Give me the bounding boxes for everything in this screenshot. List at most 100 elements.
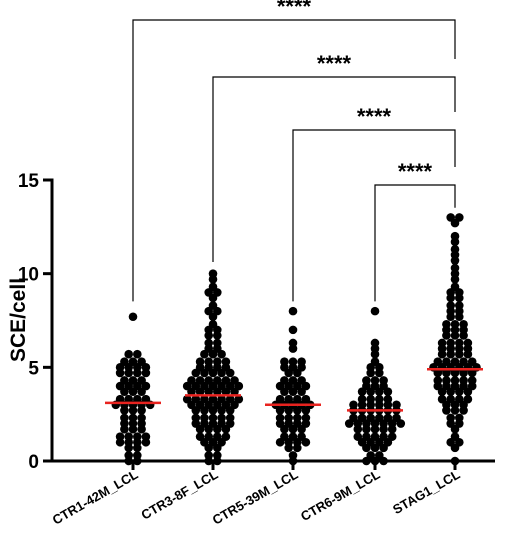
data-point <box>437 387 447 396</box>
data-point <box>208 312 218 322</box>
data-point <box>379 443 388 453</box>
data-point <box>204 432 213 441</box>
x-tick-label: STAG1_LCL <box>390 467 462 517</box>
data-point <box>141 368 151 378</box>
data-point <box>230 376 239 385</box>
data-point <box>455 387 464 396</box>
data-point <box>446 394 456 404</box>
data-point <box>450 424 460 434</box>
data-point <box>455 293 464 303</box>
data-point <box>275 413 285 423</box>
data-point <box>442 357 451 367</box>
data-point <box>182 394 192 404</box>
data-point <box>362 376 371 385</box>
data-point <box>450 331 460 340</box>
data-point <box>225 413 235 423</box>
data-point <box>234 394 244 404</box>
data-point <box>467 376 477 385</box>
data-point <box>204 443 213 453</box>
data-point <box>221 432 231 441</box>
data-point <box>204 424 213 434</box>
data-point <box>137 357 146 367</box>
data-point <box>213 331 222 340</box>
data-point <box>204 387 213 396</box>
data-point <box>120 424 129 434</box>
data-point <box>208 319 218 329</box>
data-point <box>221 357 231 367</box>
data-point <box>141 432 151 441</box>
data-point <box>133 349 142 359</box>
data-point <box>383 413 393 423</box>
data-point <box>442 376 451 385</box>
data-point <box>288 306 298 316</box>
data-point <box>213 451 222 460</box>
data-point <box>450 319 460 329</box>
data-point <box>288 357 298 367</box>
data-point <box>213 443 222 453</box>
data-point <box>128 312 138 322</box>
significance-label: **** <box>277 0 312 19</box>
data-point <box>191 394 201 404</box>
data-point <box>217 368 226 378</box>
data-point <box>213 432 222 441</box>
data-point <box>128 406 138 415</box>
data-point <box>141 394 151 404</box>
mean-lines <box>105 367 483 412</box>
x-tick-label: CTR5-39M_LCL <box>210 467 301 528</box>
data-point <box>280 424 289 434</box>
data-point <box>362 443 371 453</box>
data-point <box>128 376 138 385</box>
data-point <box>200 406 209 415</box>
data-point <box>200 368 209 378</box>
data-point <box>275 394 285 404</box>
data-point <box>280 376 289 385</box>
data-point <box>204 357 213 367</box>
data-point <box>208 349 218 359</box>
data-point <box>208 293 218 303</box>
data-point <box>353 432 363 441</box>
y-ticks: 0 5 10 15 <box>18 171 52 473</box>
data-point <box>128 413 138 423</box>
y-tick-label: 10 <box>18 265 39 286</box>
data-point <box>459 319 468 329</box>
data-point <box>446 349 456 359</box>
data-point <box>362 424 371 434</box>
data-point <box>446 413 456 423</box>
data-point <box>379 376 388 385</box>
data-point <box>297 357 306 367</box>
data-point <box>366 451 376 460</box>
data-point <box>124 368 133 378</box>
data-point <box>467 368 477 378</box>
significance-label: **** <box>398 159 433 184</box>
data-point <box>225 368 235 378</box>
data-point <box>366 387 376 396</box>
data-point <box>442 331 451 340</box>
data-point <box>375 368 384 378</box>
data-point <box>301 413 311 423</box>
data-point <box>379 432 388 441</box>
y-tick-label: 5 <box>28 358 39 379</box>
data-point <box>357 394 367 404</box>
data-point <box>204 376 213 385</box>
data-point <box>208 368 218 378</box>
data-point <box>437 349 447 359</box>
data-point <box>284 443 294 453</box>
data-point <box>120 413 129 423</box>
x-ticks: CTR1-42M_LCLCTR3-8F_LCLCTR5-39M_LCLCTR6-… <box>50 461 463 528</box>
data-point <box>297 432 306 441</box>
data-point <box>353 424 363 434</box>
data-point <box>280 387 289 396</box>
data-point <box>217 413 226 423</box>
data-point <box>195 387 205 396</box>
data-point <box>208 301 218 310</box>
data-point <box>133 451 142 460</box>
data-point <box>450 368 460 378</box>
data-point <box>208 406 218 415</box>
data-point <box>387 424 397 434</box>
data-point <box>379 424 388 434</box>
data-point <box>297 376 306 385</box>
data-point <box>370 432 380 441</box>
y-axis-label: SCE/cell <box>7 278 30 362</box>
data-point <box>195 424 205 434</box>
data-point <box>366 368 376 378</box>
